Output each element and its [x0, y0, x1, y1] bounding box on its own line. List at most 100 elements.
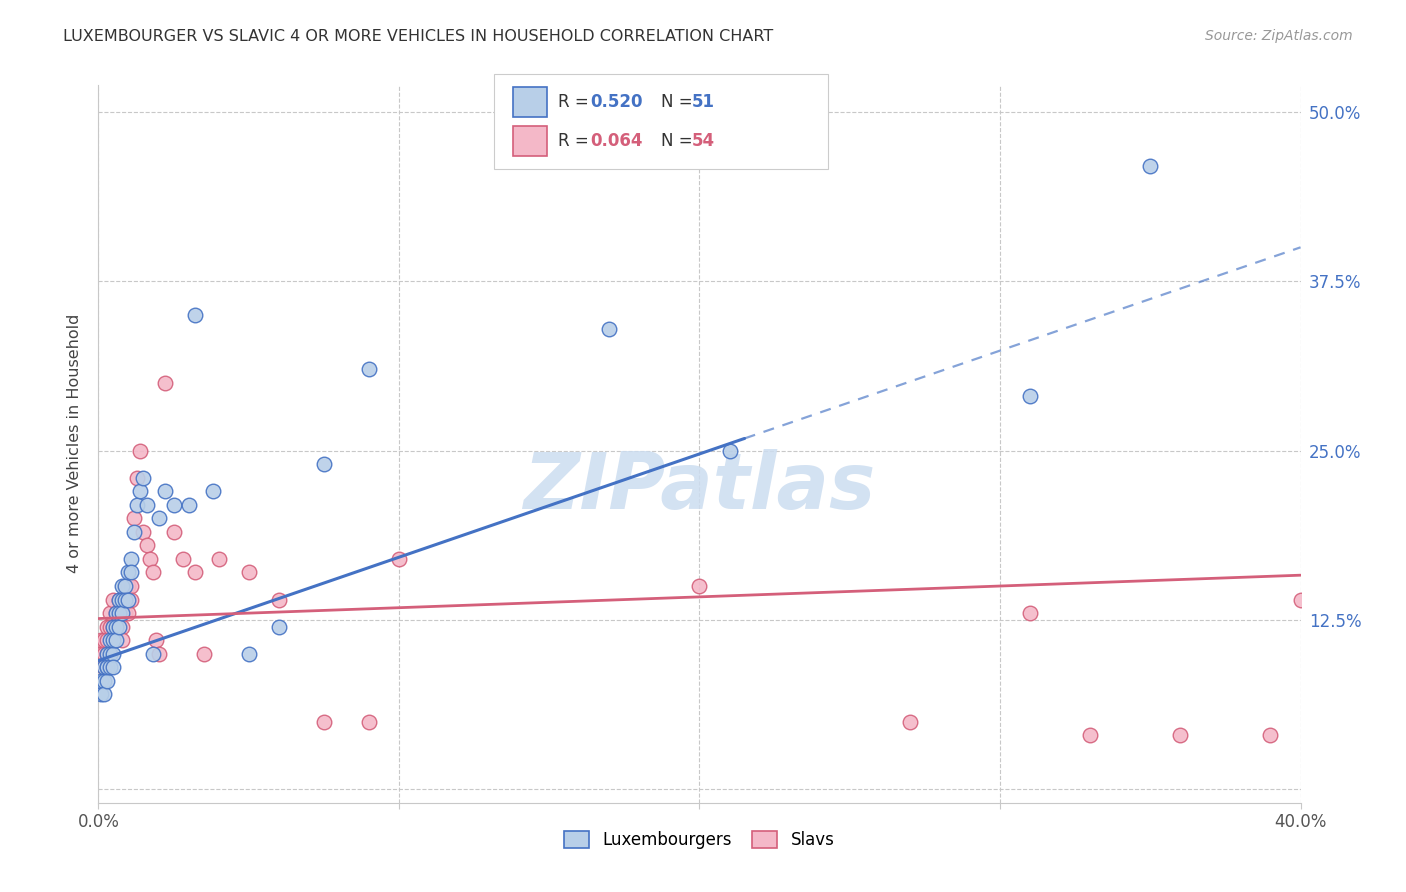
Point [103, 592, 125, 607]
Text: ZIPatlas: ZIPatlas [523, 449, 876, 524]
Text: 0.064: 0.064 [591, 132, 643, 150]
Point [132, 524, 155, 539]
Point [153, 376, 176, 390]
Point [388, 552, 411, 566]
Point [688, 579, 710, 593]
Point [312, 714, 335, 729]
Point [141, 647, 163, 661]
Legend: Luxembourgers, Slavs: Luxembourgers, Slavs [558, 824, 841, 855]
Point [1139, 159, 1161, 173]
Point [1170, 728, 1192, 742]
Point [90, 673, 112, 688]
Point [105, 606, 128, 620]
Point [121, 552, 143, 566]
Point [127, 498, 149, 512]
Point [100, 606, 122, 620]
Point [108, 606, 131, 620]
Point [96, 620, 118, 634]
Point [238, 566, 260, 580]
Point [183, 566, 205, 580]
Point [312, 457, 335, 471]
Point [117, 606, 139, 620]
Point [103, 633, 125, 648]
Point [267, 592, 290, 607]
Point [718, 443, 741, 458]
Point [148, 647, 170, 661]
Point [1019, 606, 1042, 620]
Point [1019, 389, 1042, 403]
Point [111, 633, 134, 648]
Point [93, 647, 115, 661]
Point [111, 592, 134, 607]
Point [148, 511, 170, 525]
Point [108, 592, 131, 607]
Point [121, 579, 143, 593]
Point [114, 592, 136, 607]
Point [208, 552, 231, 566]
Text: 51: 51 [692, 93, 714, 111]
Text: 54: 54 [692, 132, 714, 150]
Point [267, 620, 290, 634]
Text: R =: R = [558, 93, 595, 111]
Point [96, 660, 118, 674]
Point [105, 620, 128, 634]
Point [162, 524, 184, 539]
Point [1078, 728, 1101, 742]
Point [172, 552, 194, 566]
Point [111, 620, 134, 634]
Point [898, 714, 921, 729]
Point [90, 647, 112, 661]
Point [135, 498, 157, 512]
Point [103, 647, 125, 661]
Point [114, 606, 136, 620]
Point [153, 484, 176, 499]
Text: Source: ZipAtlas.com: Source: ZipAtlas.com [1205, 29, 1353, 43]
Point [103, 620, 125, 634]
Point [129, 443, 152, 458]
Point [93, 660, 115, 674]
Point [117, 592, 139, 607]
Text: N =: N = [661, 93, 697, 111]
Text: 0.520: 0.520 [591, 93, 643, 111]
Point [103, 660, 125, 674]
Point [108, 592, 131, 607]
Point [90, 687, 112, 701]
Point [177, 498, 200, 512]
Point [132, 470, 155, 484]
Point [124, 511, 146, 525]
Point [183, 308, 205, 322]
Point [96, 660, 118, 674]
Point [1289, 592, 1312, 607]
Text: LUXEMBOURGER VS SLAVIC 4 OR MORE VEHICLES IN HOUSEHOLD CORRELATION CHART: LUXEMBOURGER VS SLAVIC 4 OR MORE VEHICLE… [63, 29, 773, 44]
Point [96, 647, 118, 661]
Point [117, 579, 139, 593]
Point [117, 566, 139, 580]
Point [93, 673, 115, 688]
Point [114, 592, 136, 607]
Point [129, 484, 152, 499]
Y-axis label: 4 or more Vehicles in Household: 4 or more Vehicles in Household [67, 314, 83, 574]
Point [108, 606, 131, 620]
Point [96, 673, 118, 688]
Point [135, 538, 157, 552]
Point [124, 524, 146, 539]
Point [105, 633, 128, 648]
Point [96, 647, 118, 661]
Point [357, 714, 380, 729]
Point [598, 321, 620, 335]
Point [1260, 728, 1282, 742]
Point [111, 606, 134, 620]
Point [114, 579, 136, 593]
Point [105, 620, 128, 634]
Point [162, 498, 184, 512]
Point [141, 566, 163, 580]
Point [357, 362, 380, 376]
Point [145, 633, 167, 648]
Text: R =: R = [558, 132, 595, 150]
Point [103, 620, 125, 634]
Point [111, 606, 134, 620]
Point [100, 647, 122, 661]
Point [100, 633, 122, 648]
Point [93, 660, 115, 674]
Point [238, 647, 260, 661]
